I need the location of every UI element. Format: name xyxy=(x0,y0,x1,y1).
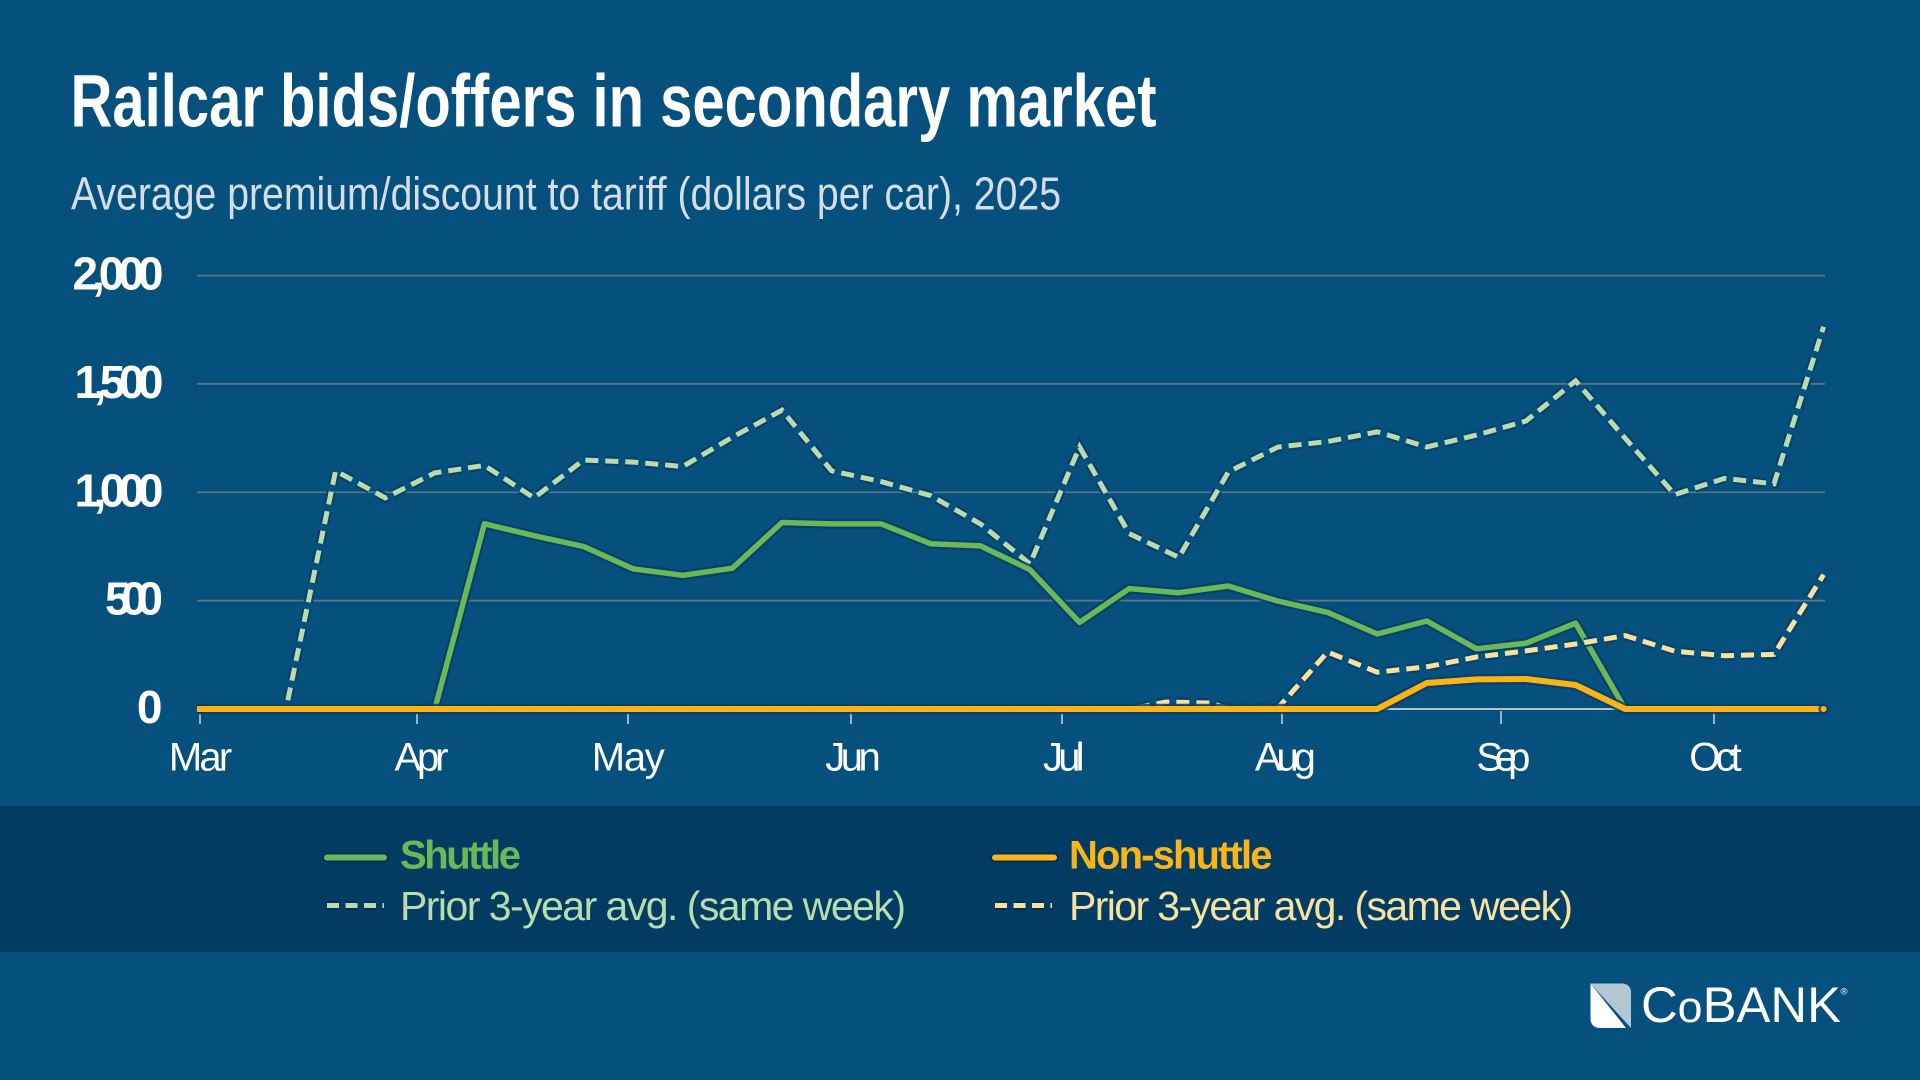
svg-text:1,500: 1,500 xyxy=(75,356,164,408)
svg-text:CoBANK: CoBANK xyxy=(1641,977,1841,1033)
svg-text:®: ® xyxy=(1841,987,1848,998)
svg-text:Average premium/discount to ta: Average premium/discount to tariff (doll… xyxy=(71,167,1061,219)
svg-text:Sep: Sep xyxy=(1476,736,1530,780)
svg-text:Apr: Apr xyxy=(395,736,449,780)
svg-text:Prior 3-year avg. (same week): Prior 3-year avg. (same week) xyxy=(1069,883,1573,929)
svg-text:Shuttle: Shuttle xyxy=(400,834,521,878)
svg-text:Jun: Jun xyxy=(825,736,881,780)
svg-text:Prior 3-year avg. (same week): Prior 3-year avg. (same week) xyxy=(400,883,906,929)
svg-text:Non-shuttle: Non-shuttle xyxy=(1069,834,1273,878)
svg-text:Aug: Aug xyxy=(1255,736,1316,780)
svg-text:Mar: Mar xyxy=(169,736,232,780)
svg-text:Jul: Jul xyxy=(1043,736,1085,780)
svg-text:Railcar bids/offers in seconda: Railcar bids/offers in secondary market xyxy=(71,60,1157,143)
svg-text:1,000: 1,000 xyxy=(75,464,164,516)
svg-text:2,000: 2,000 xyxy=(73,248,164,300)
svg-text:May: May xyxy=(592,736,665,780)
svg-text:500: 500 xyxy=(105,573,163,625)
svg-text:0: 0 xyxy=(137,681,163,733)
svg-text:Oct: Oct xyxy=(1689,736,1742,780)
